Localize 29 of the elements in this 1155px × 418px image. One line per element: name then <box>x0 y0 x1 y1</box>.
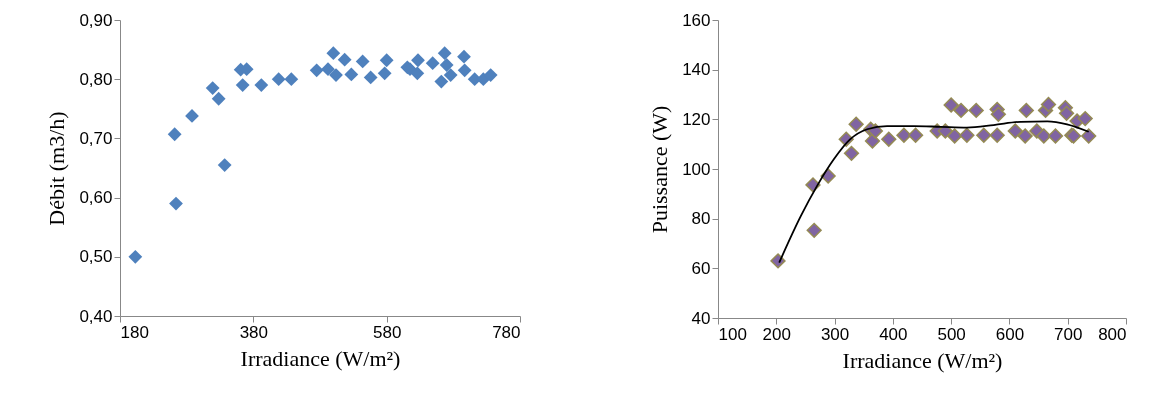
y-tick-label: 0,90 <box>79 10 113 30</box>
x-tick-label: 300 <box>820 324 850 344</box>
x-axis-title: Irradiance (W/m²) <box>842 347 1003 373</box>
y-tick-label: 0,80 <box>79 69 113 89</box>
x-tick-label: 180 <box>120 322 149 342</box>
y-tick-label: 140 <box>682 60 711 80</box>
y-tick-label: 80 <box>691 209 711 229</box>
x-tick-label: 800 <box>1098 324 1127 344</box>
x-tick-label: 500 <box>937 324 966 344</box>
y-tick-label: 0,70 <box>79 128 113 148</box>
y-tick-label: 60 <box>691 258 711 278</box>
x-tick-label: 400 <box>879 324 908 344</box>
y-tick-label: 160 <box>682 10 711 30</box>
x-tick-label: 780 <box>492 322 521 342</box>
x-tick-label: 580 <box>372 322 402 342</box>
x-axis-title: Irradiance (W/m²) <box>240 345 401 371</box>
y-tick-label: 0,50 <box>79 247 113 267</box>
y-axis-title: Puissance (W) <box>647 105 673 234</box>
y-tick-label: 100 <box>682 159 711 179</box>
x-tick-label: 600 <box>995 324 1025 344</box>
x-tick-label: 200 <box>762 324 791 344</box>
y-tick-label: 40 <box>691 308 711 328</box>
x-tick-label: 380 <box>239 322 269 342</box>
y-tick-label: 0,40 <box>79 306 113 326</box>
y-tick-label: 0,60 <box>79 188 113 208</box>
x-tick-label: 100 <box>718 324 747 344</box>
y-tick-label: 120 <box>682 109 711 129</box>
x-tick-label: 700 <box>1054 324 1083 344</box>
y-axis-title: Débit (m3/h) <box>44 111 70 226</box>
